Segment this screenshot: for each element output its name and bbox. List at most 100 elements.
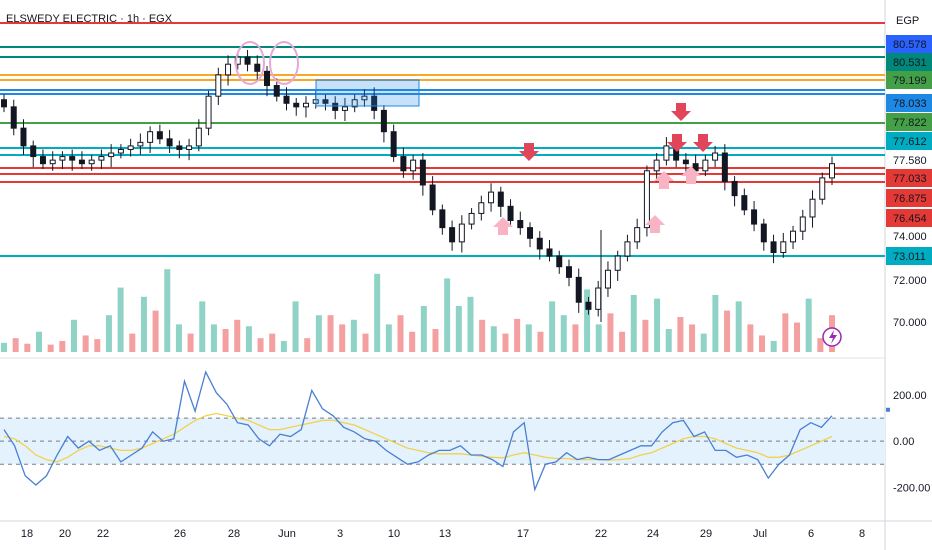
arrow-down-marker <box>519 143 539 161</box>
range-box <box>315 79 420 107</box>
volume-bar <box>630 294 637 352</box>
candle-body <box>20 127 27 147</box>
volume-bar <box>409 331 416 352</box>
candle-body <box>790 230 797 243</box>
volume-bar <box>525 324 532 352</box>
volume-bar <box>607 313 614 352</box>
candle-body <box>741 195 748 211</box>
candle-body <box>30 145 37 158</box>
price-label-text: 77.822 <box>893 117 927 129</box>
time-tick-label: 24 <box>647 528 659 540</box>
volume-bar <box>689 324 696 352</box>
currency-label: EGP <box>896 15 919 27</box>
price-label-box <box>886 71 932 89</box>
time-tick-label: 20 <box>59 528 71 540</box>
volume-bar <box>234 319 241 352</box>
lightning-glyph <box>829 330 837 344</box>
volume-bar <box>432 329 439 352</box>
volume-bar <box>1 342 7 352</box>
price-tick-label: 72.000 <box>893 275 927 287</box>
candle-body <box>215 74 222 97</box>
candle-body <box>244 56 251 65</box>
volume-bar <box>70 319 77 352</box>
price-label-box <box>886 53 932 71</box>
candle-body <box>59 156 66 161</box>
cci-value-marker <box>886 407 890 412</box>
time-tick-label: 22 <box>97 528 109 540</box>
price-label-text: 76.875 <box>893 193 927 205</box>
price-label-text: 79.199 <box>893 75 927 87</box>
candle-body <box>653 159 660 172</box>
candle-body <box>322 99 329 104</box>
volume-bar <box>770 340 777 352</box>
candles <box>1 50 835 322</box>
price-label-box <box>886 132 932 150</box>
candle-body <box>127 145 134 150</box>
candle-body <box>663 145 670 161</box>
candle-body <box>264 70 271 87</box>
candle-body <box>731 180 738 197</box>
volume-bar <box>782 313 789 352</box>
candle-body <box>429 184 436 211</box>
volume-bar <box>374 273 381 352</box>
price-label-box <box>886 94 932 112</box>
candle-body <box>536 237 543 250</box>
candle-body <box>273 85 280 97</box>
volume-bar <box>315 315 322 352</box>
time-tick-label: 3 <box>337 528 343 540</box>
volume-bar <box>152 310 159 352</box>
candle-body <box>49 159 56 165</box>
candle-body <box>819 177 826 200</box>
arrow-down-marker <box>667 134 687 152</box>
volume-bar <box>117 287 124 352</box>
volume-bar <box>175 324 182 352</box>
arrow-down-marker <box>671 103 691 121</box>
time-tick-label: Jun <box>278 528 296 540</box>
candle-body <box>186 145 193 150</box>
annotations <box>235 41 842 347</box>
candle-body <box>361 95 368 101</box>
price-tick-label: 74.000 <box>893 231 927 243</box>
volume-bar <box>280 340 287 352</box>
time-tick-label: 22 <box>595 528 607 540</box>
candle-body <box>712 152 719 161</box>
volume-bar <box>245 326 252 352</box>
candle-body <box>497 191 504 207</box>
axes: 80.578 80.531 79.199 78.033 77.822 77.612 77.0… <box>21 35 932 540</box>
candle-body <box>760 223 767 243</box>
candle-body <box>78 159 85 165</box>
price-label-text: 76.454 <box>893 213 927 225</box>
candle-body <box>507 205 514 222</box>
candle-body <box>458 223 465 243</box>
time-tick-label: 10 <box>388 528 400 540</box>
volume-bar <box>210 324 217 352</box>
price-tick-label: 70.000 <box>893 317 927 329</box>
candle-body <box>302 102 309 108</box>
candle-body <box>468 212 475 225</box>
volume-bar <box>82 335 89 352</box>
volume-bar <box>677 317 684 352</box>
candle-body <box>624 241 631 257</box>
volume-bar <box>735 301 742 352</box>
cci-line <box>3 370 833 492</box>
highlight-circle <box>235 41 265 85</box>
volume-bar <box>385 324 392 352</box>
volume-bar <box>455 306 462 352</box>
candle-body <box>565 266 572 278</box>
volume-bar <box>794 322 801 352</box>
candle-body <box>225 63 232 76</box>
candle-body <box>614 255 621 271</box>
price-label-box <box>886 189 932 207</box>
candle-body <box>205 95 212 129</box>
candle-body <box>293 102 300 108</box>
time-tick-label: 29 <box>700 528 712 540</box>
volume-bar <box>817 338 824 352</box>
candle-body <box>108 152 115 158</box>
volume-bar <box>712 294 719 352</box>
price-tick-label: 77.580 <box>893 155 927 167</box>
volume-bar <box>59 340 66 352</box>
level-lines <box>0 22 885 257</box>
price-label-box <box>886 247 932 265</box>
candle-body <box>780 241 787 253</box>
